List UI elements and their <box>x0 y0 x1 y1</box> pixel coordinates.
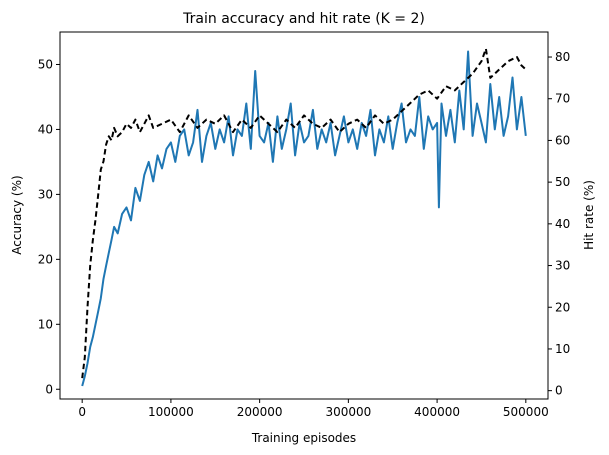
series-line-1 <box>81 47 527 379</box>
x-tick-label: 100000 <box>148 405 194 419</box>
x-tick-label: 500000 <box>503 405 549 419</box>
y-left-tick-label: 20 <box>38 252 53 266</box>
y-left-tick-label: 50 <box>38 57 53 71</box>
y-right-tick-label: 40 <box>555 217 570 231</box>
x-axis-label: Training episodes <box>251 431 356 445</box>
y-right-tick-label: 30 <box>555 259 570 273</box>
x-tick-label: 0 <box>78 405 86 419</box>
y-right-tick-label: 20 <box>555 300 570 314</box>
series-line-0 <box>81 50 527 387</box>
y-right-tick-label: 10 <box>555 342 570 356</box>
y-axis-right-label: Hit rate (%) <box>582 180 596 250</box>
x-tick-label: 400000 <box>414 405 460 419</box>
y-left-tick-label: 40 <box>38 122 53 136</box>
plot-area <box>81 47 527 387</box>
y-left-tick-label: 0 <box>45 382 53 396</box>
y-right-tick-label: 60 <box>555 133 570 147</box>
axes: 0 100000 200000 300000 400000 500000 0 10 20 30 40… <box>38 31 570 419</box>
chart-title: Train accuracy and hit rate (K = 2) <box>182 11 425 27</box>
y-right-tick-label: 80 <box>555 50 570 64</box>
x-tick-label: 300000 <box>325 405 371 419</box>
y-axis-left-label: Accuracy (%) <box>10 175 24 254</box>
y-left-tick-label: 10 <box>38 317 53 331</box>
y-right-tick-label: 0 <box>555 384 563 398</box>
y-right-tick-label: 70 <box>555 92 570 106</box>
plot-frame <box>59 31 549 400</box>
y-left-tick-label: 30 <box>38 187 53 201</box>
y-right-tick-label: 50 <box>555 175 570 189</box>
x-tick-label: 200000 <box>237 405 283 419</box>
